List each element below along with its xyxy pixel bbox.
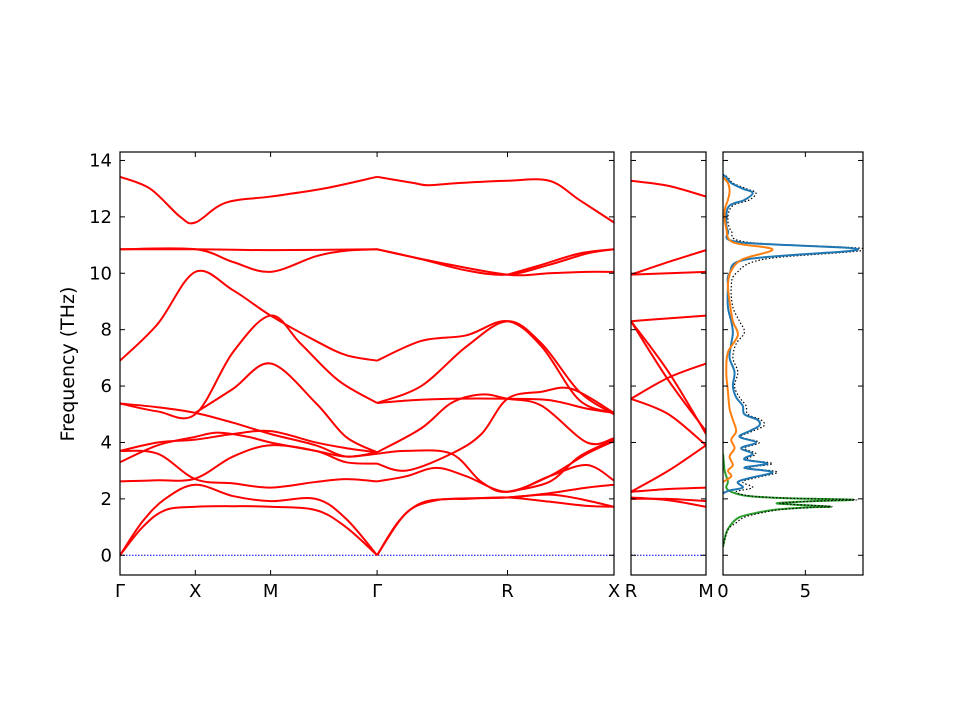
- k-point-label: X: [189, 581, 201, 602]
- phonon-band-5: [120, 402, 378, 458]
- phonon-band-23: [376, 248, 614, 277]
- dos-x-tick-label: 5: [800, 581, 811, 602]
- dos-curve-dos_blue: [723, 173, 860, 495]
- k-point-label: R: [501, 581, 514, 602]
- phonon-band-8: [631, 314, 706, 323]
- phonon-band-21: [376, 320, 614, 414]
- phonon-band-9: [631, 270, 706, 276]
- phonon-band-19: [377, 397, 614, 414]
- phonon-band-14: [376, 483, 614, 556]
- phonon-band-24: [376, 175, 614, 224]
- k-point-label: X: [608, 581, 620, 602]
- dos-x-tick-label: 0: [717, 581, 728, 602]
- y-tick-label: 6: [101, 376, 112, 397]
- dos-curve-dos_total: [723, 174, 863, 547]
- y-tick-label: 12: [89, 207, 112, 228]
- phonon-band-11: [631, 179, 706, 198]
- y-tick-label: 4: [101, 432, 112, 453]
- y-tick-label: 10: [89, 263, 112, 284]
- phonon-band-0: [120, 505, 378, 557]
- phonon-band-8: [120, 175, 378, 225]
- phonon-band-17: [376, 440, 614, 493]
- dos-frame: [722, 151, 864, 576]
- k-point-label: M: [263, 581, 279, 602]
- phonon-band-10: [120, 449, 378, 489]
- phonon-band-2: [120, 444, 378, 483]
- y-tick-label: 2: [101, 489, 112, 510]
- dos-curve-dos_orange: [723, 176, 774, 483]
- phonon-band-2: [631, 486, 706, 493]
- phonon-band-25: [507, 248, 614, 276]
- dos-plot-area: [723, 173, 863, 548]
- band-RM-frame: [630, 151, 707, 576]
- phonon-band-11: [120, 314, 378, 420]
- k-point-label: Γ: [115, 581, 125, 602]
- band-RM-plot-area: [631, 179, 706, 556]
- phonon-band-5: [631, 362, 706, 400]
- phonon-band-10: [631, 249, 706, 276]
- band-structure-panel: 0 2 4 6 8 10 12 14 Γ X M Γ R X: [89, 150, 620, 602]
- phonon-band-4: [631, 397, 706, 447]
- k-point-label: R: [625, 581, 638, 602]
- phonon-band-4: [120, 429, 378, 454]
- phonon-band-3: [631, 444, 706, 493]
- phonon-band-26: [507, 493, 614, 508]
- phonon-band-7: [120, 247, 378, 273]
- y-tick-label: 8: [101, 320, 112, 341]
- band-main-plot-area: [120, 175, 614, 557]
- band-main-frame: [119, 151, 615, 576]
- phonon-band-1: [631, 497, 706, 503]
- dos-curve-dos_green: [723, 453, 855, 548]
- phonon-band-27: [507, 438, 614, 493]
- phonon-band-18: [376, 393, 614, 454]
- phonon-band-6: [120, 269, 378, 362]
- y-axis-label: Frequency (THz): [57, 287, 79, 442]
- phonon-band-13: [376, 496, 614, 556]
- phonon-band-9: [120, 248, 378, 252]
- phonon-band-1: [120, 483, 378, 556]
- k-point-label: Γ: [372, 581, 382, 602]
- k-point-label: M: [698, 581, 714, 602]
- phonon-band-12: [194, 362, 378, 454]
- y-tick-label: 0: [101, 545, 112, 566]
- phonon-band-7: [631, 320, 706, 435]
- y-tick-label: 14: [89, 150, 112, 171]
